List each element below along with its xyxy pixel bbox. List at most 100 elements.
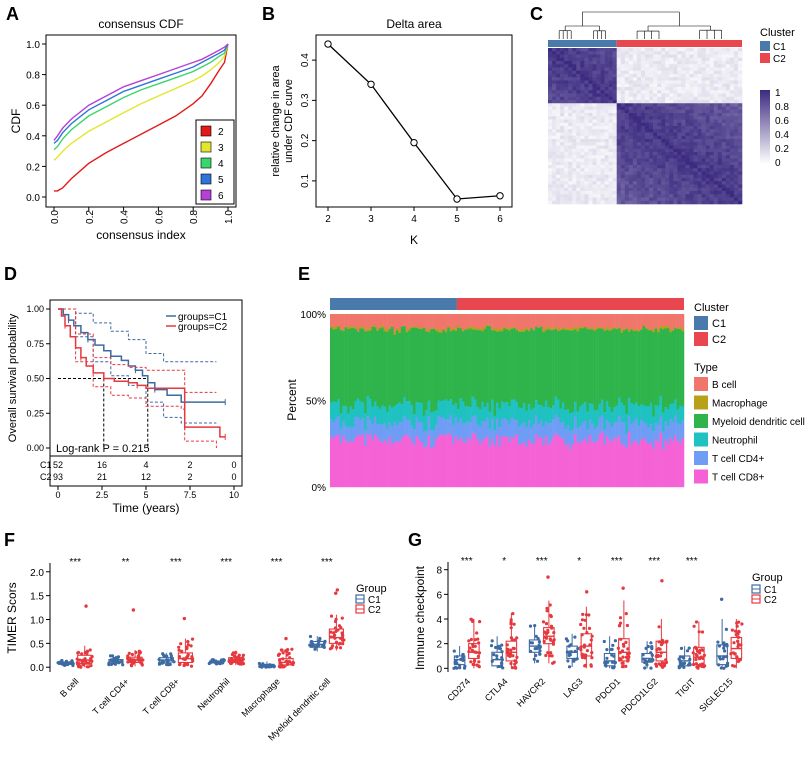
panel-c-cell: [620, 109, 626, 114]
panel-e-bar-segment: [332, 438, 336, 488]
panel-c-cell: [568, 168, 573, 172]
panel-e-bar-segment: [425, 430, 428, 447]
panel-e-bar-segment: [517, 314, 521, 330]
panel-c-cell: [580, 80, 585, 85]
panel-c-cell: [705, 181, 710, 185]
panel-e-type-label: B cell: [712, 380, 736, 391]
panel-c-legend-label-c1: C1: [773, 42, 786, 53]
panel-e-bar-segment: [383, 331, 387, 407]
panel-f-point: [88, 648, 92, 652]
panel-e-bar-segment: [625, 433, 629, 449]
panel-e-bar-segment: [393, 334, 397, 407]
panel-e-bar-segment: [608, 439, 612, 488]
panel-c-cell: [725, 119, 731, 124]
panel-e-bar-segment: [347, 413, 350, 428]
panel-d-risk-table-frame: [49, 455, 243, 487]
panel-c-cell: [709, 174, 715, 179]
panel-c-cell: [681, 67, 686, 72]
panel-f-point: [75, 657, 79, 661]
panel-e-bar-segment: [486, 436, 489, 488]
panel-c-cell: [612, 90, 618, 94]
panel-e-bar-segment: [364, 330, 367, 332]
panel-c-cell: [673, 181, 678, 185]
panel-c-cell: [737, 126, 743, 130]
panel-e-bar-segment: [627, 398, 631, 417]
panel-c-cell: [717, 116, 723, 120]
panel-e-bar-segment: [474, 399, 477, 416]
panel-c-cell: [628, 171, 634, 176]
panel-c-cell: [576, 145, 581, 150]
panel-c-cell: [657, 142, 662, 146]
panel-c-cell: [737, 113, 743, 117]
panel-f-point: [129, 663, 133, 667]
panel-c-cell: [669, 67, 674, 72]
panel-e-bar-segment: [676, 329, 680, 410]
panel-d-risk-count: 12: [141, 472, 151, 482]
panel-c-cell: [649, 74, 654, 78]
panel-c-strip-c2: [616, 40, 742, 47]
panel-c-cell: [717, 90, 723, 94]
panel-e-bar-segment: [569, 413, 572, 432]
panel-c-cell: [580, 77, 585, 81]
panel-e-bar-segment: [579, 314, 582, 327]
panel-g-point: [664, 660, 669, 665]
panel-c-cell: [612, 80, 618, 85]
panel-c-cell: [588, 129, 593, 133]
panel-c-cell: [552, 200, 557, 205]
panel-c-cell: [596, 61, 601, 65]
panel-c-cell: [620, 126, 626, 130]
panel-e-bar-segment: [405, 434, 409, 488]
panel-c-cell: [548, 191, 553, 195]
panel-c-cell: [649, 64, 654, 68]
panel-g-point: [573, 649, 577, 653]
panel-e-type-swatch: [694, 414, 708, 428]
panel-g-point: [611, 643, 615, 648]
panel-e-bar-segment: [347, 427, 350, 443]
panel-c-cell: [592, 171, 597, 176]
panel-c-cell: [733, 96, 739, 101]
panel-g-point: [682, 656, 686, 660]
panel-c-cell: [564, 178, 569, 182]
panel-c-cell: [721, 70, 727, 75]
panel-e-bar-segment: [366, 328, 370, 332]
panel-e-bar-segment: [351, 327, 355, 328]
panel-c-cell: [693, 109, 698, 114]
panel-e-bar-segment: [559, 314, 563, 329]
panel-e-bar-segment: [559, 330, 563, 409]
panel-c-cell: [600, 77, 605, 81]
panel-c-cell: [681, 142, 686, 146]
panel-e-bar-segment: [349, 326, 353, 329]
panel-c-cell: [705, 100, 710, 104]
panel-c-cell: [733, 152, 739, 156]
panel-c-cell: [612, 61, 618, 65]
panel-c-cell: [592, 152, 597, 156]
panel-e-bar-segment: [527, 439, 531, 488]
panel-e-bar-segment: [471, 314, 475, 327]
panel-f-point: [85, 665, 89, 669]
panel-e-bar-segment: [334, 418, 338, 436]
panel-c-cell: [653, 100, 658, 104]
panel-c-cell: [640, 122, 646, 127]
panel-e-bar-segment: [393, 314, 397, 332]
panel-e-bar-segment: [635, 402, 638, 419]
panel-c-cell: [628, 67, 634, 72]
panel-c-cell: [628, 51, 634, 55]
panel-c-cell: [628, 96, 634, 101]
panel-c-cell: [636, 74, 642, 78]
panel-c-cell: [556, 74, 561, 78]
panel-c-cell: [612, 184, 618, 189]
panel-e-bar-segment: [620, 314, 624, 330]
panel-e-type-swatch: [694, 377, 708, 391]
panel-a-ytick-label: 0.8: [26, 71, 40, 82]
panel-c-cell: [653, 194, 658, 198]
panel-c-cell: [657, 139, 662, 143]
panel-c-cell: [624, 51, 630, 55]
panel-c-cell: [640, 83, 646, 88]
panel-c-cell: [552, 152, 557, 156]
panel-c-cell: [556, 155, 561, 159]
panel-c-cell: [572, 161, 577, 166]
panel-a-legend-label-k5: 5: [218, 175, 224, 186]
panel-d-risk-count: 0: [231, 472, 236, 482]
panel-c-cell: [669, 171, 674, 176]
panel-c-cell: [556, 178, 561, 182]
